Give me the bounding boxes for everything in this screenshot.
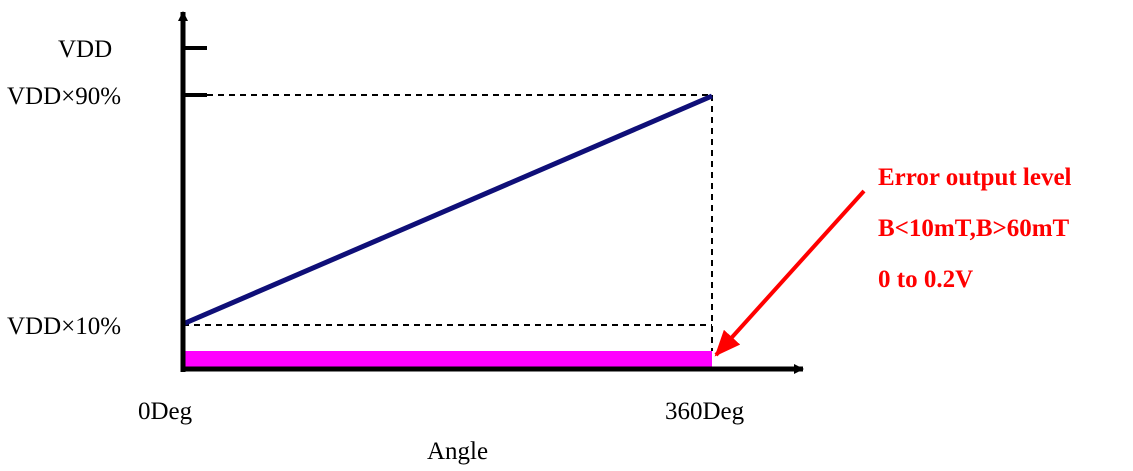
output-line (182, 93, 713, 327)
x-label-0deg: 0Deg (138, 398, 193, 425)
error-output-band (183, 351, 712, 367)
annotation-line-3: 0 to 0.2V (878, 266, 973, 293)
annotation-arrow (714, 189, 866, 357)
y-label-vdd: VDD (58, 36, 112, 63)
x-axis-title: Angle (427, 438, 488, 465)
annotation-line-1: Error output level (878, 164, 1072, 191)
annotation-line-2: B<10mT,B>60mT (878, 215, 1070, 242)
x-label-360deg: 360Deg (665, 398, 745, 425)
y-label-vdd-90: VDD×90% (7, 83, 121, 110)
y-label-vdd-10: VDD×10% (7, 313, 121, 340)
